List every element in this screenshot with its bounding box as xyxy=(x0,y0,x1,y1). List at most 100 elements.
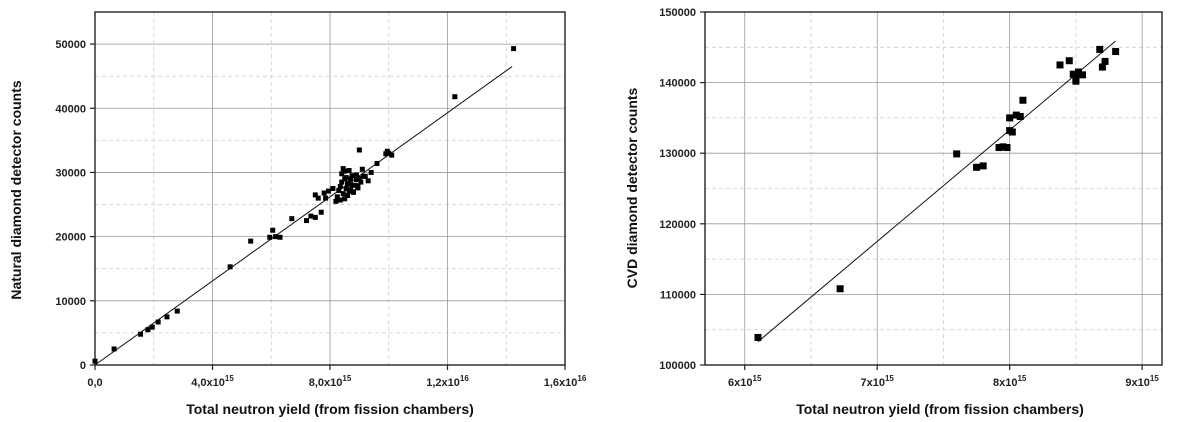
chart-natural-data-point xyxy=(346,188,352,194)
chart-cvd-data-point xyxy=(1072,74,1080,82)
chart-natural-x-tick-label: 1,2x1016 xyxy=(426,374,469,389)
chart-cvd-data-point xyxy=(1006,114,1014,122)
chart-natural-y-tick-label: 50000 xyxy=(55,39,86,51)
chart-cvd-x-axis-title: Total neutron yield (from fission chambe… xyxy=(796,401,1084,417)
chart-cvd-data-point xyxy=(1096,45,1104,53)
chart-cvd-data-point xyxy=(1079,71,1087,79)
chart-cvd-y-tick-label: 100000 xyxy=(659,360,696,372)
chart-cvd-data-point xyxy=(1003,144,1011,152)
chart-natural-data-point xyxy=(346,168,352,174)
chart-natural-data-point xyxy=(345,193,351,199)
chart-natural-data-point xyxy=(164,314,170,320)
chart-natural-data-point xyxy=(149,324,155,330)
chart-natural-data-point xyxy=(349,182,355,188)
chart-natural-x-tick-label: 1,6x1016 xyxy=(544,374,587,389)
chart-natural-data-point xyxy=(326,188,332,194)
chart-natural-data-point xyxy=(267,234,273,240)
chart-natural-data-point xyxy=(389,152,395,158)
chart-natural-data-point xyxy=(312,192,318,198)
chart-natural-data-point xyxy=(92,358,98,364)
chart-natural-y-tick-label: 40000 xyxy=(55,103,86,115)
chart-natural-data-point xyxy=(355,183,361,189)
chart-cvd-y-axis-title: CVD diamond detector counts xyxy=(624,87,640,288)
chart-natural-data-point xyxy=(312,214,318,220)
chart-natural-y-tick-label: 20000 xyxy=(55,232,86,244)
chart-cvd-y-tick-label: 130000 xyxy=(659,148,696,160)
chart-cvd-y-tick-label: 110000 xyxy=(660,289,696,301)
chart-natural-data-point xyxy=(334,194,340,200)
chart-cvd-y-tick-label: 140000 xyxy=(659,78,696,90)
chart-natural-data-point xyxy=(359,166,365,172)
chart-natural-data-point xyxy=(361,173,367,179)
chart-cvd-y-tick-label: 150000 xyxy=(659,7,696,19)
chart-natural-y-axis-title: Natural diamond detector counts xyxy=(8,80,24,300)
chart-cvd-data-point xyxy=(1016,112,1024,120)
chart-cvd-data-point xyxy=(1012,111,1020,119)
chart-cvd-data-point xyxy=(979,162,987,170)
chart-cvd-data-point xyxy=(995,144,1003,152)
chart-natural-data-point xyxy=(452,94,458,100)
chart-natural-data-point xyxy=(339,179,345,185)
chart-natural-data-point xyxy=(356,175,362,181)
chart-natural-data-point xyxy=(304,218,309,224)
chart-cvd-data-point xyxy=(1098,63,1106,71)
chart-natural-x-tick-label: 4,0x1015 xyxy=(191,374,234,389)
chart-natural-data-point xyxy=(345,180,351,186)
chart-natural-data-point xyxy=(358,179,364,185)
chart-natural-data-point xyxy=(270,227,276,233)
chart-natural-data-point xyxy=(368,169,374,175)
chart-natural-data-point xyxy=(323,195,329,201)
chart-natural-x-tick-label: 0,0 xyxy=(87,377,102,389)
chart-natural-data-point xyxy=(315,195,321,201)
chart-cvd-fit-line xyxy=(757,40,1116,343)
chart-natural-diamond: Total neutron yield (from fission chambe… xyxy=(8,11,587,417)
chart-natural-data-point xyxy=(342,168,348,174)
chart-natural-data-point xyxy=(138,331,144,337)
chart-natural-data-point xyxy=(174,308,180,314)
chart-cvd-data-point xyxy=(1112,48,1120,56)
chart-cvd-x-tick-label: 7x1015 xyxy=(861,374,895,389)
chart-natural-data-point xyxy=(349,173,355,179)
chart-natural-data-point xyxy=(227,264,233,270)
chart-natural-data-point xyxy=(330,186,336,191)
chart-natural-data-point xyxy=(340,166,346,172)
chart-natural-data-point xyxy=(342,196,348,202)
chart-natural-y-tick-label: 10000 xyxy=(55,296,86,308)
chart-cvd-data-point xyxy=(754,333,762,341)
chart-cvd-x-tick-label: 9x1015 xyxy=(1125,374,1159,389)
chart-cvd-x-tick-label: 8x1015 xyxy=(993,374,1027,389)
chart-cvd-data-point xyxy=(1019,96,1027,104)
chart-natural-data-point xyxy=(383,151,389,157)
chart-natural-y-tick-label: 0 xyxy=(80,360,86,372)
chart-natural-data-point xyxy=(511,46,517,52)
chart-natural-data-point xyxy=(111,346,117,352)
chart-cvd-data-point xyxy=(1065,57,1073,65)
chart-natural-x-tick-label: 8,0x1015 xyxy=(309,374,352,389)
chart-natural-data-point xyxy=(337,197,343,203)
chart-natural-x-axis-title: Total neutron yield (from fission chambe… xyxy=(186,401,474,417)
chart-natural-data-point xyxy=(339,171,345,177)
chart-natural-data-point xyxy=(356,147,362,153)
chart-natural-data-point xyxy=(318,209,324,215)
chart-natural-data-point xyxy=(340,191,346,197)
chart-natural-data-point xyxy=(374,160,380,166)
chart-cvd-data-point xyxy=(973,163,981,171)
chart-cvd-y-tick-label: 120000 xyxy=(659,219,696,231)
chart-cvd-data-point xyxy=(1075,68,1083,76)
chart-natural-data-point xyxy=(155,319,161,325)
chart-cvd-diamond: Total neutron yield (from fission chambe… xyxy=(624,7,1163,417)
chart-natural-data-point xyxy=(321,190,327,196)
chart-natural-data-point xyxy=(336,187,342,193)
chart-natural-data-point xyxy=(337,184,343,190)
chart-cvd-data-point xyxy=(1056,61,1064,69)
chart-natural-data-point xyxy=(248,238,254,244)
chart-natural-data-point xyxy=(308,213,314,219)
chart-natural-y-tick-label: 30000 xyxy=(55,167,86,179)
chart-cvd-data-point xyxy=(1069,70,1077,78)
chart-natural-data-point xyxy=(386,150,392,156)
chart-natural-data-point xyxy=(289,216,295,222)
chart-natural-data-point xyxy=(273,234,279,240)
chart-natural-data-point xyxy=(277,234,283,240)
chart-natural-data-point xyxy=(343,186,349,191)
